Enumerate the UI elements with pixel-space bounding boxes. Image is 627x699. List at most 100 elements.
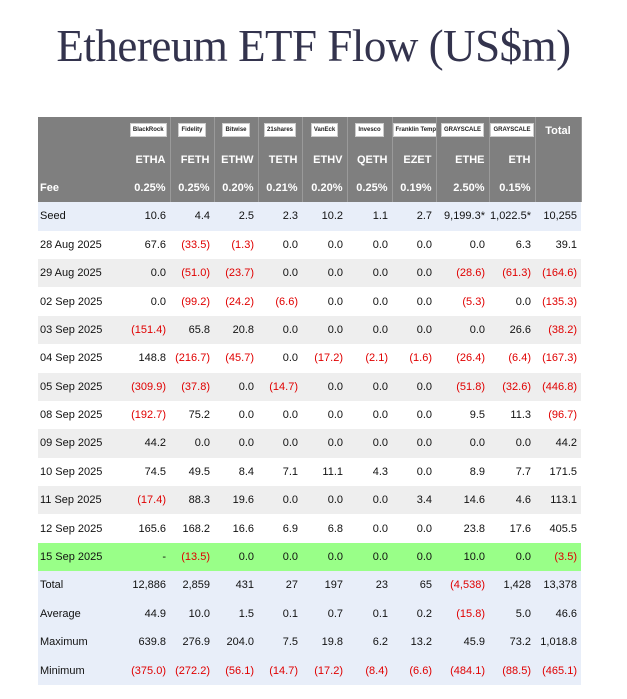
data-row: Minimum (375.0) (272.2) (56.1) (14.7) (17.2)(… [38,656,581,685]
value-cell: 44.2 [127,429,170,458]
value-cell: 1,018.8 [535,628,581,657]
value-cell: 0.0 [302,486,347,515]
fee-cell: 0.25% [127,173,171,203]
value-cell: 2.7 [392,202,436,231]
value-cell: 0.0 [436,230,489,259]
value-cell: 9,199.3* [436,202,489,231]
value-cell: 10.0 [170,599,214,629]
row-label: 04 Sep 2025 [38,344,127,373]
data-row: 11 Sep 2025 (17.4) 88.3 19.6 0.0 0.0 0.0 3.4 14.… [38,486,581,515]
value-cell: 0.0 [489,542,535,572]
fee-row: Fee 0.25% 0.25% 0.20% 0.21% 0.20% 0.25% 0.19% 2.… [38,173,582,203]
value-cell: 0.0 [258,486,302,515]
value-cell: 45.9 [436,628,489,657]
value-cell: 27 [258,571,302,600]
value-cell: 75.2 [170,400,214,430]
value-cell: 2.3 [258,202,302,231]
data-row: 08 Sep 2025 (192.7) 75.2 0.0 0.0 0.0 0.0 0.0 9.5… [38,400,581,430]
header-row: ETHA FETH ETHW TETH ETHV QETH EZET ETHE ETH [38,145,582,174]
issuer-logo: Bitwise [222,122,250,137]
value-cell: 0.0 [347,315,392,345]
row-label: 09 Sep 2025 [38,429,127,458]
value-cell: 73.2 [489,628,535,657]
value-cell: 0.0 [347,429,392,458]
value-cell: (17.4) [127,486,170,515]
issuer-logo: Franklin Templeton [392,122,435,137]
fee-cell: 0.20% [302,173,348,203]
value-cell: 113.1 [535,486,581,515]
value-cell: (6.6) [258,287,302,316]
issuer-logo: GRAYSCALE [440,122,485,137]
issuer-cell: VanEck [302,117,348,146]
value-cell: 44.2 [535,429,581,458]
ticker-cell: ETH [489,145,536,174]
value-cell: 11.3 [489,400,535,430]
ticker-cell: TETH [258,145,303,174]
value-cell: 1.1 [347,202,392,231]
data-row: 15 Sep 2025- (13.5) 0.0 0.0 0.0 0.0 0.0 10.0 0.0… [38,542,581,572]
value-cell: (164.6) [535,258,581,288]
corner-cell [38,117,127,146]
value-cell: 276.9 [170,628,214,657]
value-cell: 0.0 [347,542,392,572]
data-row: Total 12,886 2,859 431 27 197 23 65 (4,538) 1,428… [38,571,581,600]
fee-cell: 0.20% [214,173,259,203]
row-label: 11 Sep 2025 [38,486,127,515]
empty-cell [535,173,582,203]
ticker-cell: ETHA [127,145,171,174]
value-cell: (375.0) [127,656,170,685]
value-cell: (309.9) [127,372,170,401]
value-cell: 0.0 [258,315,302,345]
value-cell: 0.0 [489,287,535,316]
value-cell: (15.8) [436,599,489,629]
row-label: 08 Sep 2025 [38,400,127,430]
corner-cell [38,145,127,174]
value-cell: 10.0 [436,542,489,572]
value-cell: 10.2 [302,202,347,231]
value-cell: (17.2) [302,656,347,685]
issuer-logo: VanEck [310,122,339,137]
value-cell: (1.3) [214,230,258,259]
value-cell: (51.0) [170,258,214,288]
value-cell: 0.0 [392,542,436,572]
row-label: Minimum [38,656,127,685]
value-cell: (167.3) [535,344,581,373]
issuer-cell: GRAYSCALE [489,117,536,146]
value-cell: 0.0 [392,287,436,316]
value-cell: 6.8 [302,514,347,543]
ticker-cell: FETH [170,145,215,174]
data-row: 10 Sep 2025 74.5 49.5 8.4 7.1 11.1 4.3 0.0 8.9 7.… [38,457,581,487]
value-cell: (1.6) [392,344,436,373]
value-cell: 2.5 [214,202,258,231]
row-label: 03 Sep 2025 [38,315,127,345]
value-cell: (151.4) [127,315,170,345]
value-cell: 0.0 [302,429,347,458]
value-cell: 10,255 [535,202,581,231]
data-row: 02 Sep 2025 0.0 (99.2) (24.2) (6.6) 0.0 0.0 0.0… [38,287,581,316]
value-cell: 165.6 [127,514,170,543]
value-cell: 0.0 [258,400,302,430]
data-row: 03 Sep 2025 (151.4) 65.8 20.8 0.0 0.0 0.0 0.0 0.… [38,315,581,345]
value-cell: 88.3 [170,486,214,515]
value-cell: (32.6) [489,372,535,401]
value-cell: 9.5 [436,400,489,430]
issuer-cell: Fidelity [170,117,215,146]
value-cell: (26.4) [436,344,489,373]
value-cell: (99.2) [170,287,214,316]
row-label: 28 Aug 2025 [38,230,127,259]
value-cell: 0.0 [347,258,392,288]
value-cell: 0.0 [347,400,392,430]
page-title: Ethereum ETF Flow (US$m) [56,21,571,71]
data-row: Seed 10.6 4.4 2.5 2.3 10.2 1.1 2.7 9,199.3* 1,022… [38,202,581,231]
fee-cell: 0.19% [392,173,437,203]
value-cell: 431 [214,571,258,600]
value-cell: (3.5) [535,542,581,572]
issuer-logo: 21shares [263,122,297,137]
issuer-cell: Invesco [347,117,393,146]
value-cell: 1,022.5* [489,202,535,231]
value-cell: 49.5 [170,457,214,487]
value-cell: 639.8 [127,628,170,657]
value-cell: (23.7) [214,258,258,288]
value-cell: 6.2 [347,628,392,657]
ticker-cell: ETHV [302,145,348,174]
